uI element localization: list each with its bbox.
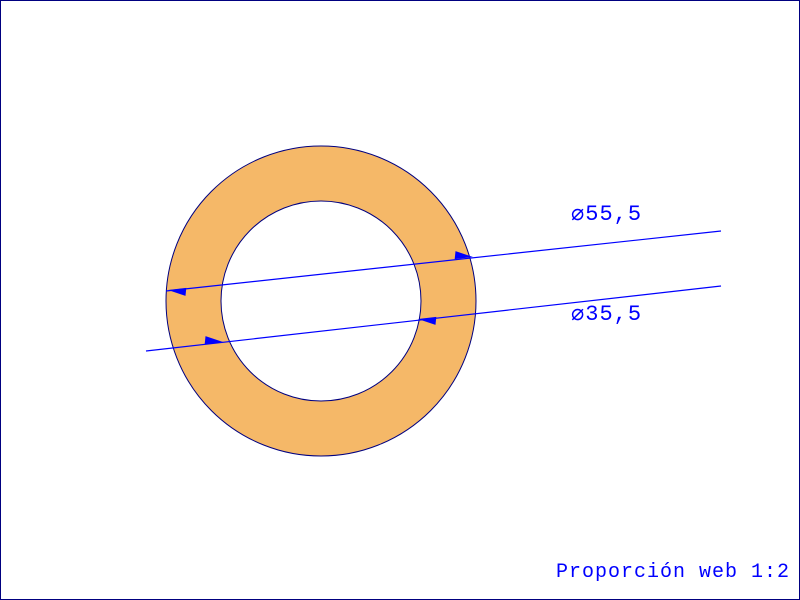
outer-diameter-label: ⌀55,5 — [571, 201, 642, 227]
diagram-svg — [1, 1, 800, 600]
diagram-canvas: ⌀55,5 ⌀35,5 Proporción web 1:2 — [0, 0, 800, 600]
inner-diameter-label: ⌀35,5 — [571, 301, 642, 327]
scale-footer-label: Proporción web 1:2 — [556, 561, 790, 584]
